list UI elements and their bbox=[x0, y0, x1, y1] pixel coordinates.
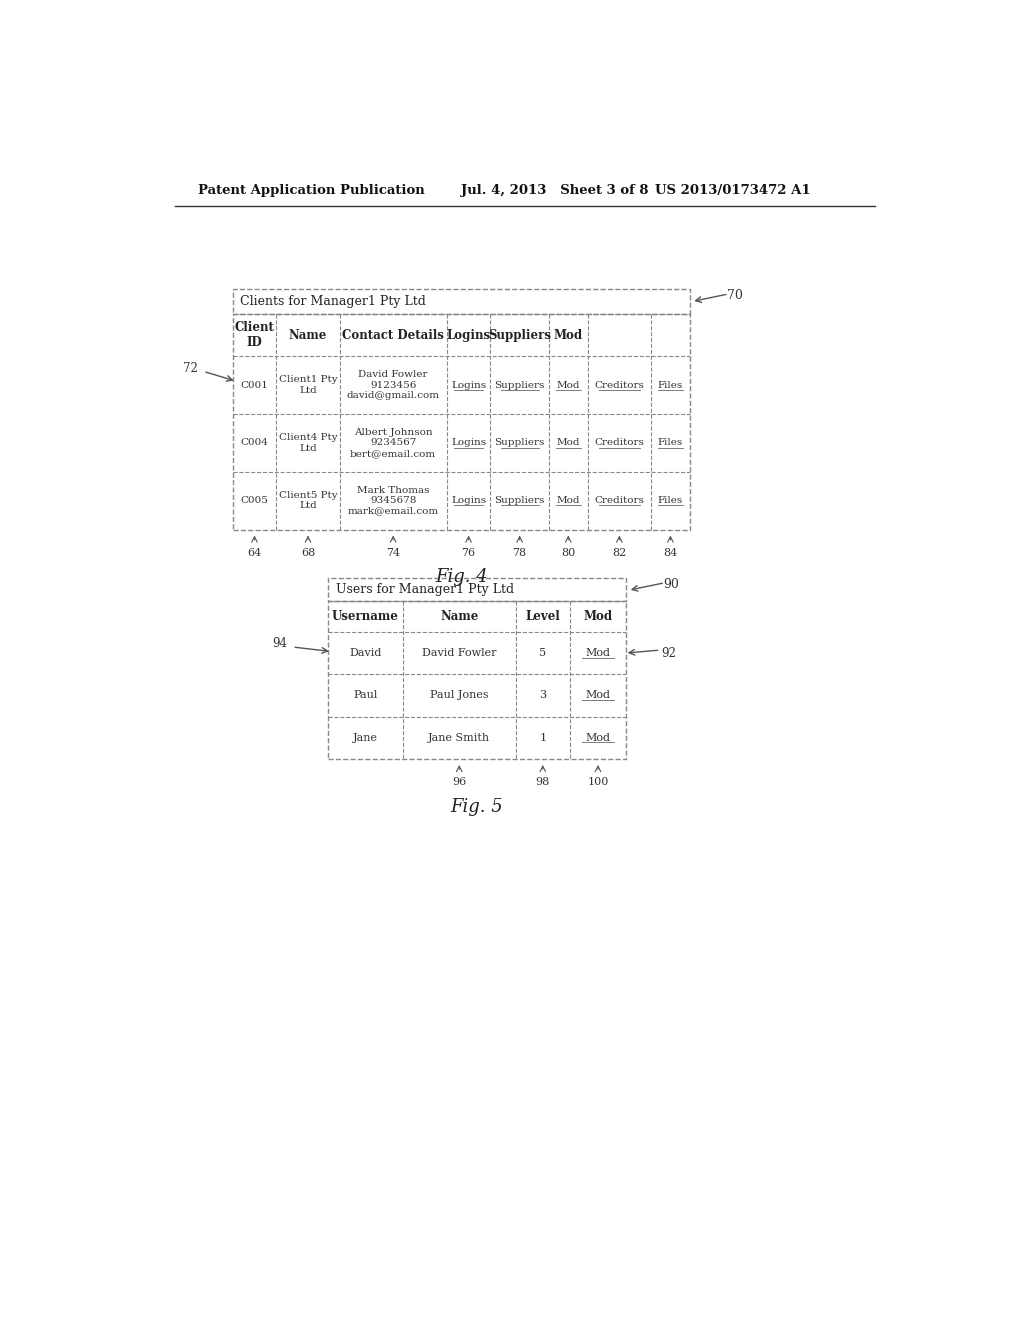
Text: Name: Name bbox=[289, 329, 328, 342]
Text: 74: 74 bbox=[386, 548, 400, 557]
Text: 92: 92 bbox=[662, 647, 677, 660]
Text: C005: C005 bbox=[241, 496, 268, 506]
Text: Contact Details: Contact Details bbox=[342, 329, 444, 342]
Text: Suppliers: Suppliers bbox=[495, 496, 545, 506]
Text: Paul Jones: Paul Jones bbox=[430, 690, 488, 701]
Text: 82: 82 bbox=[612, 548, 627, 557]
Text: Logins: Logins bbox=[446, 329, 490, 342]
Text: Files: Files bbox=[657, 438, 683, 447]
Text: Users for Manager1 Pty Ltd: Users for Manager1 Pty Ltd bbox=[336, 583, 514, 597]
Text: 90: 90 bbox=[664, 578, 679, 591]
Text: Mod: Mod bbox=[556, 380, 580, 389]
Text: US 2013/0173472 A1: US 2013/0173472 A1 bbox=[655, 185, 811, 197]
Text: Jul. 4, 2013   Sheet 3 of 8: Jul. 4, 2013 Sheet 3 of 8 bbox=[461, 185, 649, 197]
Text: Suppliers: Suppliers bbox=[495, 438, 545, 447]
Text: Creditors: Creditors bbox=[594, 438, 644, 447]
Text: 3: 3 bbox=[540, 690, 547, 701]
Text: Jane Smith: Jane Smith bbox=[428, 733, 490, 743]
Text: Mod: Mod bbox=[554, 329, 583, 342]
Text: David: David bbox=[349, 648, 381, 659]
Text: Client5 Pty
Ltd: Client5 Pty Ltd bbox=[279, 491, 337, 511]
Text: Mod: Mod bbox=[556, 496, 580, 506]
Text: 5: 5 bbox=[540, 648, 547, 659]
Text: 98: 98 bbox=[536, 777, 550, 787]
Text: Creditors: Creditors bbox=[594, 496, 644, 506]
Text: Fig. 5: Fig. 5 bbox=[451, 797, 504, 816]
Text: Name: Name bbox=[440, 610, 478, 623]
Text: Logins: Logins bbox=[451, 438, 486, 447]
Text: Mark Thomas
9345678
mark@email.com: Mark Thomas 9345678 mark@email.com bbox=[347, 486, 438, 516]
Text: Suppliers: Suppliers bbox=[495, 380, 545, 389]
Text: Client4 Pty
Ltd: Client4 Pty Ltd bbox=[279, 433, 337, 453]
Text: Mod: Mod bbox=[586, 733, 610, 743]
Text: Patent Application Publication: Patent Application Publication bbox=[198, 185, 425, 197]
Text: Mod: Mod bbox=[556, 438, 580, 447]
Text: Files: Files bbox=[657, 496, 683, 506]
Text: 96: 96 bbox=[453, 777, 466, 787]
Text: 68: 68 bbox=[301, 548, 315, 557]
Text: Mod: Mod bbox=[586, 648, 610, 659]
Text: 76: 76 bbox=[462, 548, 475, 557]
Text: 72: 72 bbox=[182, 362, 198, 375]
Text: Creditors: Creditors bbox=[594, 380, 644, 389]
Text: Client
ID: Client ID bbox=[234, 321, 274, 348]
Text: Client1 Pty
Ltd: Client1 Pty Ltd bbox=[279, 375, 337, 395]
Text: 70: 70 bbox=[727, 289, 742, 302]
Text: Logins: Logins bbox=[451, 380, 486, 389]
Text: David Fowler
9123456
david@gmail.com: David Fowler 9123456 david@gmail.com bbox=[347, 371, 439, 400]
Text: 78: 78 bbox=[513, 548, 526, 557]
Text: Suppliers: Suppliers bbox=[488, 329, 551, 342]
Text: C004: C004 bbox=[241, 438, 268, 447]
Text: Paul: Paul bbox=[353, 690, 378, 701]
Text: 84: 84 bbox=[664, 548, 678, 557]
Text: Mod: Mod bbox=[586, 690, 610, 701]
Text: Fig. 4: Fig. 4 bbox=[435, 569, 487, 586]
Text: 64: 64 bbox=[248, 548, 262, 557]
Text: Jane: Jane bbox=[352, 733, 378, 743]
Text: 94: 94 bbox=[272, 638, 288, 651]
Text: Level: Level bbox=[525, 610, 560, 623]
Text: 80: 80 bbox=[561, 548, 575, 557]
Text: 100: 100 bbox=[588, 777, 608, 787]
Text: Files: Files bbox=[657, 380, 683, 389]
Text: Clients for Manager1 Pty Ltd: Clients for Manager1 Pty Ltd bbox=[241, 296, 426, 308]
Text: Logins: Logins bbox=[451, 496, 486, 506]
Text: David Fowler: David Fowler bbox=[422, 648, 497, 659]
Text: Mod: Mod bbox=[584, 610, 612, 623]
Text: Username: Username bbox=[332, 610, 398, 623]
Text: C001: C001 bbox=[241, 380, 268, 389]
Text: Albert Johnson
9234567
bert@email.com: Albert Johnson 9234567 bert@email.com bbox=[350, 428, 436, 458]
Text: 1: 1 bbox=[540, 733, 547, 743]
